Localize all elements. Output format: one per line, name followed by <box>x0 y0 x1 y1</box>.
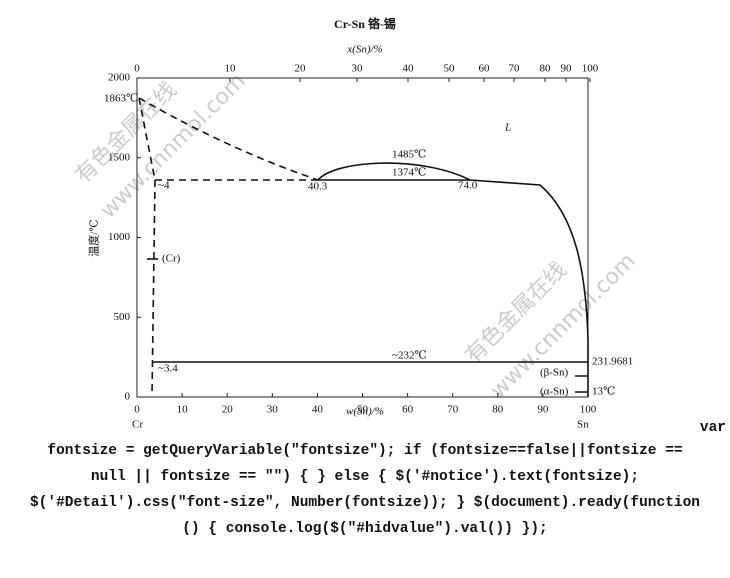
annotation: ~232℃ <box>392 350 427 362</box>
top-axis-label: x(Sn)/% <box>346 44 382 56</box>
annotation: ~3.4 <box>158 363 178 375</box>
top-tick-label: 60 <box>479 63 491 75</box>
bottom-tick-label: 70 <box>447 404 459 416</box>
top-tick-label: 30 <box>352 63 364 75</box>
title: Cr-Sn 铬-锡 <box>334 16 396 31</box>
code-line: fontsize = getQueryVariable("fontsize");… <box>47 443 683 459</box>
code-line: () { console.log($("#hidvalue").val()) }… <box>182 521 548 537</box>
annotation: 1374℃ <box>392 167 426 179</box>
annotation: 13℃ <box>592 386 615 398</box>
code-line: var <box>699 420 726 436</box>
miscibility-dome <box>317 162 471 181</box>
ticks: 0 10 20 30 40 50 60 70 80 90 1000 10 20 30 40 50 60 70 80 9… <box>108 63 599 416</box>
bottom-tick-label: 80 <box>492 404 504 416</box>
left-axis-label: 温度/℃ <box>87 219 101 256</box>
code-text: var fontsize = getQueryVariable("fontsiz… <box>0 415 730 542</box>
code-line: $('#Detail').css("font-size", Number(fon… <box>29 495 700 511</box>
top-tick-label: 20 <box>295 63 307 75</box>
phase-diagram: 有色金属在线 www.cnnmol.com 有色金属在线 www.cnnmol.… <box>71 16 641 430</box>
top-tick-label: 0 <box>134 63 140 75</box>
annotation: Cr <box>132 419 143 430</box>
phase-lines <box>138 97 589 397</box>
watermark-text: 有色金属在线 <box>461 257 572 368</box>
left-tick-label: 2000 <box>108 72 131 84</box>
bottom-tick-label: 30 <box>267 404 279 416</box>
annotation: Sn <box>577 419 589 430</box>
top-tick-label: 40 <box>403 63 415 75</box>
bottom-tick-label: 60 <box>402 404 414 416</box>
top-tick-label: 70 <box>509 63 521 75</box>
annotation: (β-Sn) <box>540 367 569 379</box>
arrow <box>575 375 588 393</box>
left-tick-label: 500 <box>114 311 131 323</box>
code-line: null || fontsize == "") { } else { $('#n… <box>90 469 640 485</box>
bottom-tick-label: 90 <box>537 404 549 416</box>
bottom-tick-label: 0 <box>134 404 140 416</box>
annotation: 1485℃ <box>392 149 426 161</box>
top-tick-label: 90 <box>561 63 573 75</box>
bottom-tick-label: 20 <box>222 404 234 416</box>
bottom-tick-label: 100 <box>580 404 597 416</box>
annotation: ~4 <box>158 180 170 192</box>
annotations: 1863℃ ~4 40.3 1485℃ 1374℃ 74.0 L (Cr) ~2… <box>104 93 633 430</box>
solidus-dashed <box>138 97 156 181</box>
bottom-tick-label: 40 <box>312 404 324 416</box>
annotation: (Cr) <box>162 253 181 265</box>
annotation: 231.9681 <box>592 356 633 368</box>
bottom-axis-label: w(Sn)/% <box>346 406 384 418</box>
top-tick-label: 10 <box>225 63 237 75</box>
top-tick-label: 50 <box>444 63 456 75</box>
liquidus-dashed <box>138 97 319 181</box>
left-tick-label: 1000 <box>108 231 131 243</box>
left-tick-label: 0 <box>125 391 131 403</box>
annotation: (α-Sn) <box>540 386 569 398</box>
left-tick-label: 1500 <box>108 151 131 163</box>
top-tick-label: 80 <box>540 63 552 75</box>
annotation: L <box>504 122 511 134</box>
liquidus <box>469 179 589 397</box>
bottom-tick-label: 50 <box>357 404 369 416</box>
top-tick-label: 100 <box>582 63 599 75</box>
watermark: 有色金属在线 www.cnnmol.com 有色金属在线 www.cnnmol.… <box>71 69 641 404</box>
annotation: 40.3 <box>308 181 328 193</box>
annotation: 1863℃ <box>104 93 138 105</box>
bottom-tick-label: 10 <box>177 404 189 416</box>
annotation: 74.0 <box>458 180 478 192</box>
